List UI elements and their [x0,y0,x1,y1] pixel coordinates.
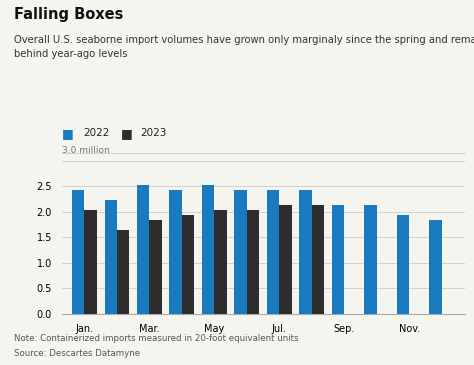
Bar [279,205,292,314]
Bar [267,190,279,314]
Bar [247,210,259,314]
Text: 2022: 2022 [83,128,109,138]
Bar [429,220,442,314]
Bar [104,200,117,314]
Bar [312,205,324,314]
Bar [149,220,162,314]
Text: Overall U.S. seaborne import volumes have grown only marginaly since the spring : Overall U.S. seaborne import volumes hav… [14,35,474,59]
Bar [397,215,409,314]
Bar [214,210,227,314]
Text: Source: Descartes Datamyne: Source: Descartes Datamyne [14,349,140,358]
Bar [235,190,247,314]
Text: Note: Containerized imports measured in 20-foot equivalent units: Note: Containerized imports measured in … [14,334,299,343]
Bar [117,230,129,314]
Text: 3.0 million: 3.0 million [62,146,109,155]
Bar [202,185,214,314]
Text: Falling Boxes: Falling Boxes [14,7,124,22]
Bar [84,210,97,314]
Bar [170,190,182,314]
Text: ■: ■ [62,127,73,140]
Text: ■: ■ [121,127,133,140]
Bar [137,185,149,314]
Bar [300,190,312,314]
Bar [182,215,194,314]
Bar [365,205,377,314]
Text: 2023: 2023 [140,128,166,138]
Bar [72,190,84,314]
Bar [332,205,344,314]
